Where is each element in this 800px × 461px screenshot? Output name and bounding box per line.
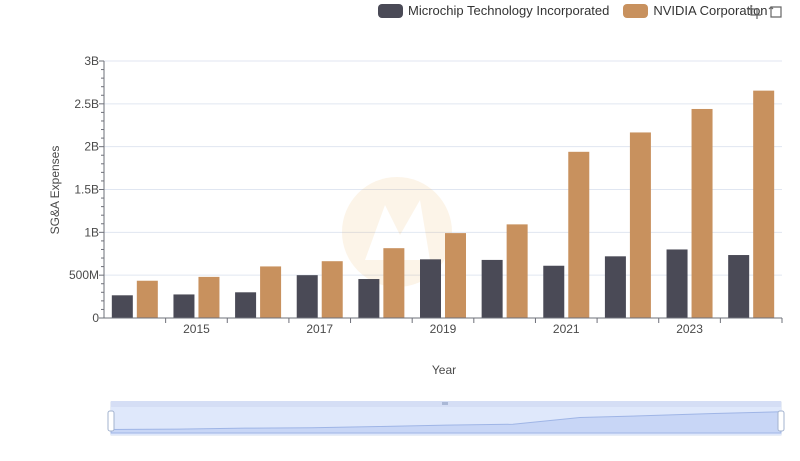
bars-group (111, 90, 775, 319)
y-tick-label: 3B (84, 54, 99, 68)
bar-nvidia-2022[interactable] (629, 132, 651, 318)
bar-nvidia-2018[interactable] (383, 248, 405, 318)
bar-nvidia-2017[interactable] (321, 261, 343, 318)
bar-nvidia-2021[interactable] (568, 151, 590, 318)
legend: Microchip Technology Incorporated NVIDIA… (378, 3, 782, 18)
legend-label-microchip: Microchip Technology Incorporated (408, 3, 610, 18)
bar-microchip-2018[interactable] (358, 279, 380, 318)
bar-microchip-2015[interactable] (173, 294, 195, 318)
bar-microchip-2024[interactable] (728, 255, 750, 318)
x-tick-label: 2017 (306, 322, 333, 336)
y-axis: 0 500M 1B 1.5B 2B 2.5B 3B (69, 54, 105, 325)
bar-microchip-2020[interactable] (481, 259, 503, 318)
x-axis: 2015 2017 2019 2021 2023 (104, 317, 783, 336)
slider-handle-left[interactable] (107, 410, 115, 432)
bar-nvidia-2024[interactable] (753, 90, 775, 319)
x-tick-label: 2019 (430, 322, 457, 336)
data-zoom-slider[interactable] (107, 401, 785, 436)
x-tick-label: 2023 (676, 322, 703, 336)
bar-nvidia-2023[interactable] (691, 108, 713, 319)
y-tick-label: 2B (84, 140, 99, 154)
legend-item-nvidia[interactable]: NVIDIA Corporation (623, 3, 768, 18)
bar-microchip-2022[interactable] (604, 256, 626, 318)
legend-item-microchip[interactable]: Microchip Technology Incorporated (378, 3, 609, 18)
legend-swatch-microchip (378, 3, 403, 18)
slider-selection (111, 407, 781, 435)
legend-label-nvidia: NVIDIA Corporation (653, 3, 768, 18)
zoom-icon[interactable] (746, 4, 762, 20)
bar-microchip-2014[interactable] (111, 295, 133, 318)
bar-microchip-2019[interactable] (420, 259, 441, 318)
legend-swatch-nvidia (623, 3, 649, 18)
slider-grip (442, 402, 448, 405)
toolbox (746, 4, 784, 20)
restore-icon[interactable] (768, 4, 784, 20)
bar-microchip-2017[interactable] (296, 275, 318, 318)
y-tick-label: 1B (84, 225, 99, 239)
bar-microchip-2021[interactable] (543, 265, 565, 318)
bar-nvidia-2019[interactable] (445, 233, 466, 318)
bar-nvidia-2014[interactable] (136, 280, 158, 318)
bar-nvidia-2015[interactable] (198, 276, 220, 318)
y-tick-label: 500M (69, 268, 99, 282)
bar-nvidia-2020[interactable] (506, 224, 528, 318)
y-tick-label: 2.5B (74, 97, 99, 111)
y-tick-label: 1.5B (74, 183, 99, 197)
y-axis-label: SG&A Expenses (48, 146, 62, 235)
bar-microchip-2023[interactable] (666, 249, 688, 318)
x-tick-label: 2021 (553, 322, 580, 336)
x-tick-label: 2015 (183, 322, 210, 336)
y-tick-label: 0 (92, 311, 99, 325)
bar-microchip-2016[interactable] (235, 292, 257, 318)
slider-handle-right[interactable] (777, 410, 785, 432)
x-axis-label: Year (432, 363, 456, 377)
bar-nvidia-2016[interactable] (260, 266, 282, 318)
grid-lines (104, 60, 782, 319)
